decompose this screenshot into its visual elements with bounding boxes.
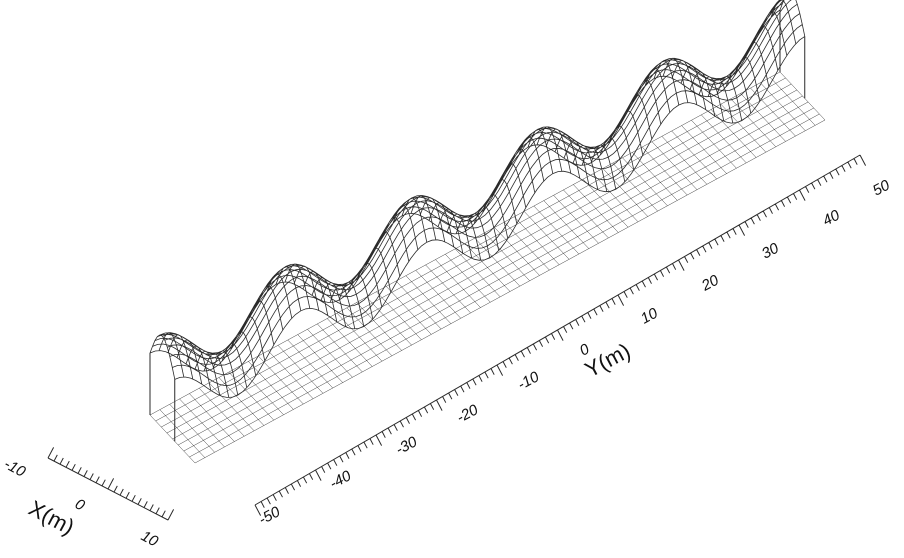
y-axis-tick-label: -30 <box>393 433 421 458</box>
end-wall-edge <box>149 353 176 442</box>
y-axis-ruler <box>254 154 867 516</box>
y-axis-tick-label: 50 <box>870 176 893 199</box>
end-walls <box>149 10 806 442</box>
y-axis-tick-label: 40 <box>820 206 843 229</box>
end-wall-edge <box>779 10 806 99</box>
arch-surface-mesh <box>149 0 806 398</box>
x-axis-tick-label: 0 <box>72 496 88 515</box>
y-axis-tick-label: 20 <box>698 271 722 295</box>
y-axis-ruler-ticks <box>254 154 867 516</box>
x-axis: -10 0 10 X(m) <box>1 447 175 551</box>
x-axis-tick-label: -10 <box>1 456 29 481</box>
base-grid-lines <box>149 71 826 464</box>
x-axis-ruler <box>47 447 175 521</box>
x-axis-tick-label: 10 <box>138 528 161 551</box>
x-axis-title: X(m) <box>25 495 79 539</box>
y-axis-tick-label: -50 <box>256 503 284 528</box>
y-axis-tick-label: -10 <box>515 368 543 393</box>
base-plane-grid <box>149 71 826 464</box>
y-axis-tick-label: 10 <box>638 304 661 327</box>
y-axis-tick-label: -20 <box>454 401 482 426</box>
y-axis-tick-label: -40 <box>327 467 355 492</box>
arch-mesh-lines <box>149 0 806 398</box>
y-axis-title: Y(m) <box>581 338 635 382</box>
y-axis-tick-label: 30 <box>759 239 782 262</box>
x-axis-ruler-ticks <box>47 447 175 521</box>
